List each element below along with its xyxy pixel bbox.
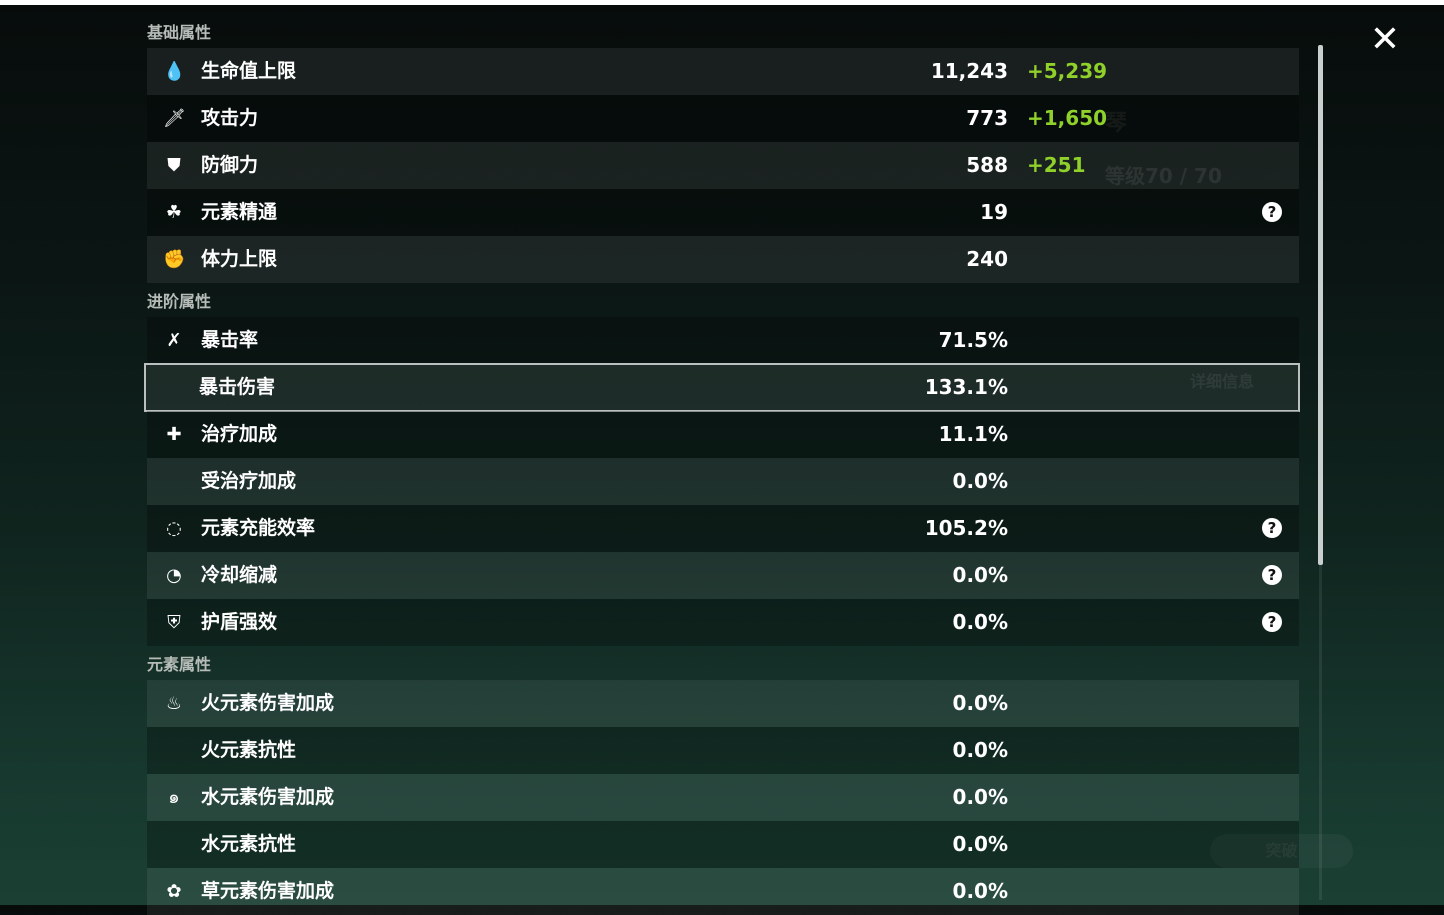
stat-value: 240 <box>966 247 1008 271</box>
stat-label: 水元素伤害加成 <box>201 786 335 808</box>
stat-row[interactable]: ◌ 元素充能效率 105.2%? <box>147 505 1299 552</box>
help-icon[interactable]: ? <box>1262 518 1282 538</box>
stat-label: 暴击率 <box>201 329 259 351</box>
stat-row[interactable]: ◔ 冷却缩减 0.0%? <box>147 552 1299 599</box>
help-icon[interactable]: ? <box>1262 565 1282 585</box>
bg-character-name: 琴 <box>1105 111 1128 136</box>
stat-row[interactable]: ✿ 草元素伤害加成 0.0% <box>147 868 1299 915</box>
stat-label: 受治疗加成 <box>201 470 297 492</box>
stat-label: 水元素抗性 <box>201 833 297 855</box>
crit-rate-icon: ✗ <box>166 330 182 351</box>
stat-label: 生命值上限 <box>201 60 297 82</box>
crit-dmg-icon <box>161 377 183 399</box>
stat-value: 773 <box>966 106 1008 130</box>
stat-value: 0.0% <box>952 469 1008 493</box>
stat-row[interactable]: ⛊ 防御力 588 +251 <box>147 142 1299 189</box>
stat-value: 11.1% <box>938 422 1008 446</box>
stat-value: 0.0% <box>952 832 1008 856</box>
stat-label: 防御力 <box>201 154 259 176</box>
bg-ascend-button: 突破 <box>1210 834 1353 868</box>
stat-value: 588 <box>966 153 1008 177</box>
shield-strength-icon: ⛨ <box>167 612 181 633</box>
stat-label: 草元素伤害加成 <box>201 880 335 902</box>
section-header: 元素属性 <box>147 655 212 674</box>
stat-label: 火元素伤害加成 <box>201 692 335 714</box>
stat-value: 0.0% <box>952 691 1008 715</box>
stat-label: 治疗加成 <box>201 423 278 445</box>
stat-value: 105.2% <box>924 516 1008 540</box>
stat-row[interactable]: ✗ 暴击率 71.5% <box>147 317 1299 364</box>
stat-row[interactable]: ⛨ 护盾强效 0.0%? <box>147 599 1299 646</box>
section-header: 进阶属性 <box>147 292 212 311</box>
stat-row[interactable]: 火元素抗性 0.0% <box>147 727 1299 774</box>
stat-row[interactable]: 水元素抗性 0.0% <box>147 821 1299 868</box>
help-icon[interactable]: ? <box>1262 202 1282 222</box>
stat-label: 暴击伤害 <box>199 376 276 398</box>
energy-recharge-icon: ◌ <box>166 518 182 539</box>
stat-value: 0.0% <box>952 610 1008 634</box>
bg-details-button: 详细信息 <box>1190 372 1255 391</box>
stat-value: 71.5% <box>938 328 1008 352</box>
healing-cross-icon: ✚ <box>166 424 182 445</box>
stat-label: 体力上限 <box>201 248 278 270</box>
attribute-panel: 基础属性 💧 生命值上限 11,243 +5,239 🗡 攻击力 773 +1,650 ⛊ 防御力 5… <box>144 20 1300 915</box>
stat-row[interactable]: ✊ 体力上限 240 <box>147 236 1299 283</box>
stamina-icon: ✊ <box>163 249 186 270</box>
stat-label: 攻击力 <box>201 107 259 129</box>
stat-row[interactable]: 💧 生命值上限 11,243 +5,239 <box>147 48 1299 95</box>
help-icon[interactable]: ? <box>1262 612 1282 632</box>
stat-bonus: +251 <box>1027 153 1086 177</box>
stat-row[interactable]: ☘ 元素精通 19? <box>147 189 1299 236</box>
pyro-icon: ♨ <box>165 693 183 714</box>
stat-label: 元素精通 <box>201 201 278 223</box>
cooldown-icon: ◔ <box>166 565 182 586</box>
stat-value: 19 <box>980 200 1008 224</box>
stat-value: 0.0% <box>952 738 1008 762</box>
stat-value: 133.1% <box>924 375 1008 399</box>
window-top-edge <box>0 0 1444 5</box>
section-header: 基础属性 <box>147 23 212 42</box>
stat-row[interactable]: 🗡 攻击力 773 +1,650 <box>147 95 1299 142</box>
hp-drop-icon: 💧 <box>163 61 186 82</box>
stat-row[interactable]: ♨ 火元素伤害加成 0.0% <box>147 680 1299 727</box>
stat-row[interactable]: ๑ 水元素伤害加成 0.0% <box>147 774 1299 821</box>
hydro-icon: ๑ <box>168 787 180 808</box>
stat-value: 0.0% <box>952 785 1008 809</box>
stat-row[interactable]: ✚ 治疗加成 11.1% <box>147 411 1299 458</box>
dendro-icon: ✿ <box>166 881 182 902</box>
stat-value: 0.0% <box>952 879 1008 903</box>
sword-icon: 🗡 <box>163 108 186 129</box>
stat-row[interactable]: 暴击伤害 133.1% <box>144 363 1300 412</box>
stat-bonus: +5,239 <box>1027 59 1108 83</box>
stat-label: 护盾强效 <box>201 611 278 633</box>
stat-value: 0.0% <box>952 563 1008 587</box>
stat-label: 元素充能效率 <box>201 517 316 539</box>
stat-label: 冷却缩减 <box>201 564 278 586</box>
close-button[interactable]: ✕ <box>1367 22 1403 58</box>
stat-label: 火元素抗性 <box>201 739 297 761</box>
shield-icon: ⛊ <box>167 155 181 176</box>
scrollbar-thumb[interactable] <box>1318 45 1323 565</box>
close-icon: ✕ <box>1369 19 1401 60</box>
stat-value: 11,243 <box>930 59 1008 83</box>
elemental-mastery-icon: ☘ <box>165 202 183 223</box>
bg-level-text: 等级70 / 70 <box>1105 164 1222 188</box>
stat-row[interactable]: 受治疗加成 0.0% <box>147 458 1299 505</box>
stat-bonus: +1,650 <box>1027 106 1108 130</box>
